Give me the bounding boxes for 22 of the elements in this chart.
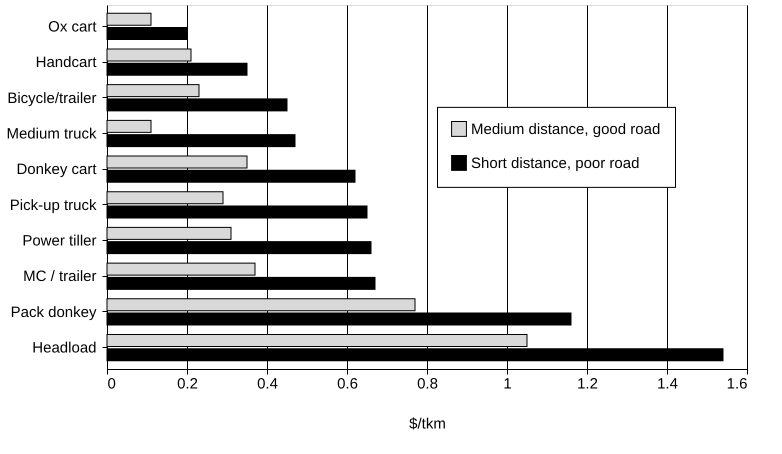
- x-tick-label: 0: [108, 376, 116, 392]
- x-tick-label: 1: [503, 376, 512, 392]
- y-tick-label: Headload: [32, 340, 96, 357]
- y-tick-label: Ox cart: [48, 18, 98, 36]
- legend-label: Medium distance, good road: [471, 120, 660, 138]
- x-tick-label: 1.4: [657, 376, 678, 392]
- y-tick-label: Donkey cart: [16, 161, 98, 178]
- y-tick-label: Handcart: [36, 54, 98, 72]
- y-tick-label: Pick-up truck: [10, 196, 97, 214]
- x-tick-label: 0.2: [177, 376, 198, 392]
- x-tick-label: 0.4: [257, 376, 278, 392]
- y-tick-label: Bicycle/trailer: [7, 90, 97, 107]
- x-tick-label: 1.2: [577, 376, 598, 392]
- x-tick-label: 0.6: [337, 376, 358, 392]
- y-tick-label: Power tiller: [22, 232, 97, 250]
- y-tick-label: Medium truck: [6, 125, 97, 142]
- x-tick-label: 1.6: [726, 376, 748, 392]
- x-axis-title: $/tkm: [409, 416, 446, 432]
- x-tick-label: 0.8: [417, 376, 438, 392]
- legend-label: Short distance, poor road: [471, 154, 640, 172]
- y-tick-label: Pack donkey: [10, 304, 97, 321]
- y-tick-label: MC / trailer: [23, 268, 96, 286]
